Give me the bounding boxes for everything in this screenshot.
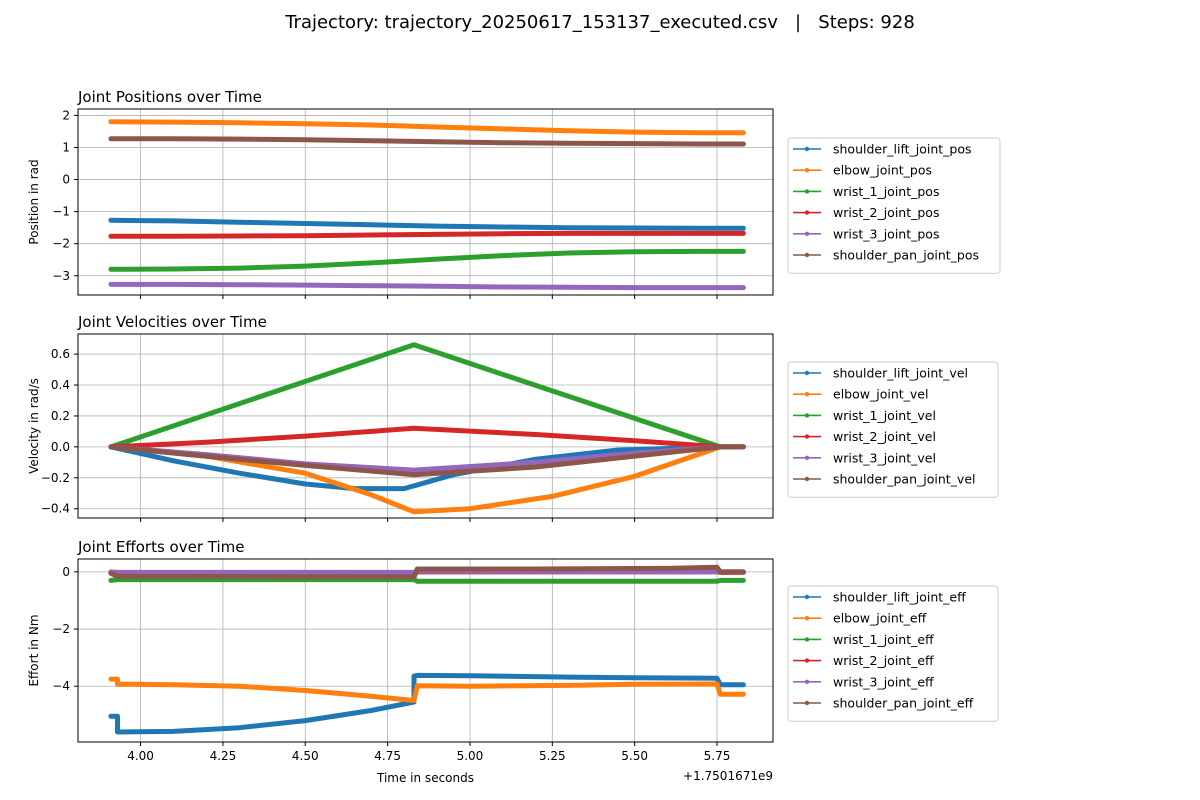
y-tick-label: 0.6 [51, 347, 70, 361]
legend-swatch-marker [804, 252, 810, 258]
y-axis-label: Effort in Nm [27, 614, 41, 686]
y-tick-label: 0.2 [51, 409, 70, 423]
legend-entry-label: shoulder_lift_joint_eff [833, 590, 966, 605]
legend-entry-label: elbow_joint_pos [833, 163, 932, 178]
legend-entry-label: wrist_2_joint_pos [833, 205, 939, 220]
legend-box [787, 137, 1001, 274]
subplot-title: Joint Velocities over Time [77, 313, 267, 331]
series-line-wrist_1_joint_vel [108, 342, 746, 450]
y-tick-label: −2 [52, 622, 70, 636]
y-tick-label: 0 [62, 565, 70, 579]
figure-title: Trajectory: trajectory_20250617_153137_e… [285, 12, 915, 33]
series-group [108, 564, 746, 735]
legend-entry-label: elbow_joint_vel [833, 387, 928, 402]
axes-frame [77, 333, 774, 519]
x-tick-label: 5.50 [621, 749, 648, 763]
legend-swatch-marker [804, 189, 810, 194]
legend-box [787, 585, 999, 722]
y-axis-label: Velocity in rad/s [27, 378, 41, 474]
x-tick-label: 4.25 [210, 749, 237, 763]
subplot-title: Joint Efforts over Time [77, 538, 244, 556]
series-line-shoulder_pan_joint_pos [108, 136, 746, 147]
x-tick-label: 4.50 [292, 749, 319, 763]
legend-swatch-marker [804, 637, 810, 642]
series-line-wrist_3_joint_pos [108, 281, 746, 291]
axes-frame [77, 558, 774, 743]
y-tick-label: −2 [52, 237, 70, 251]
legend-swatch-marker [804, 594, 810, 600]
legend-entry-label: wrist_3_joint_eff [833, 674, 934, 689]
y-axis-label: Position in rad [27, 159, 41, 244]
x-offset-text: +1.7501671e9 [683, 769, 773, 783]
x-tick-label: 5.25 [539, 749, 566, 763]
legend-entry-label: wrist_1_joint_eff [833, 632, 934, 647]
legend-swatch-marker [804, 658, 810, 663]
series-line-elbow_joint_pos [108, 119, 746, 136]
legend-swatch-marker [804, 370, 810, 376]
legend-entry-label: wrist_3_joint_pos [833, 226, 939, 241]
legend-entry-label: shoulder_lift_joint_pos [833, 142, 972, 157]
legend-swatch-marker [804, 168, 810, 173]
x-tick-label: 5.00 [457, 749, 484, 763]
legend-entry-label: wrist_1_joint_vel [833, 408, 936, 423]
legend-swatch-marker [804, 679, 810, 684]
y-tick-label: −3 [52, 269, 70, 283]
series-line-elbow_joint_vel [108, 444, 746, 515]
y-tick-label: −0.2 [41, 471, 70, 485]
legend-entry-label: elbow_joint_eff [833, 611, 927, 626]
series-line-wrist_1_joint_eff [108, 577, 746, 584]
series-group [108, 342, 746, 515]
y-tick-label: 1 [62, 140, 70, 154]
legend-swatch-marker [804, 413, 810, 418]
axes-frame [77, 108, 774, 296]
y-tick-label: 0 [62, 173, 70, 187]
legend-entry-label: shoulder_lift_joint_vel [833, 366, 968, 381]
series-line-wrist_2_joint_pos [108, 230, 746, 239]
legend-entry-label: wrist_2_joint_vel [833, 429, 936, 444]
subplot-title: Joint Positions over Time [77, 88, 262, 106]
series-line-wrist_2_joint_vel [108, 425, 746, 450]
x-tick-label: 5.75 [704, 749, 731, 763]
series-line-shoulder_pan_joint_eff [108, 564, 746, 580]
x-tick-label: 4.00 [127, 749, 154, 763]
legend-swatch-marker [804, 616, 810, 621]
legend-swatch-marker [804, 700, 810, 706]
series-line-shoulder_lift_joint_pos [108, 217, 746, 231]
y-tick-label: 2 [62, 108, 70, 122]
legend-entry-label: wrist_2_joint_eff [833, 653, 934, 668]
series-line-shoulder_lift_joint_vel [108, 444, 746, 492]
legend-swatch-marker [804, 434, 810, 439]
subplot-1: 2 1 0 −1 −2 −3 Joint Positions over Time Positi… [27, 88, 1001, 299]
legend-entry-label: shoulder_pan_joint_pos [833, 248, 979, 263]
y-tick-label: 0.0 [51, 440, 70, 454]
legend-swatch-marker [804, 455, 810, 460]
subplot-3: 4.00 4.25 4.50 4.75 5.00 5.25 5.50 5.75 0 −2 −4 Joi… [27, 538, 999, 763]
legend-swatch-marker [804, 392, 810, 397]
legend-swatch-marker [804, 146, 810, 152]
series-group [108, 119, 746, 291]
legend-swatch-marker [804, 210, 810, 215]
y-tick-label: −0.4 [41, 502, 70, 516]
y-tick-label: −4 [52, 679, 70, 693]
y-tick-label: 0.4 [51, 378, 70, 392]
series-line-shoulder_pan_joint_vel [108, 444, 746, 478]
legend-entry-label: wrist_1_joint_pos [833, 184, 939, 199]
legend-swatch-marker [804, 476, 810, 482]
subplot-2: 0.6 0.4 0.2 0.0 −0.2 −0.4 Joint Velocities ove… [27, 313, 999, 522]
legend-entry-label: wrist_3_joint_vel [833, 450, 936, 465]
legend-box [787, 361, 999, 498]
x-tick-label: 4.75 [374, 749, 401, 763]
legend-swatch-marker [804, 231, 810, 236]
x-axis-label: Time in seconds [376, 771, 474, 785]
legend-entry-label: shoulder_pan_joint_vel [833, 472, 976, 487]
y-tick-label: −1 [52, 205, 70, 219]
series-line-elbow_joint_eff [108, 676, 746, 703]
series-line-wrist_1_joint_pos [108, 248, 746, 272]
legend-entry-label: shoulder_pan_joint_eff [833, 696, 974, 711]
